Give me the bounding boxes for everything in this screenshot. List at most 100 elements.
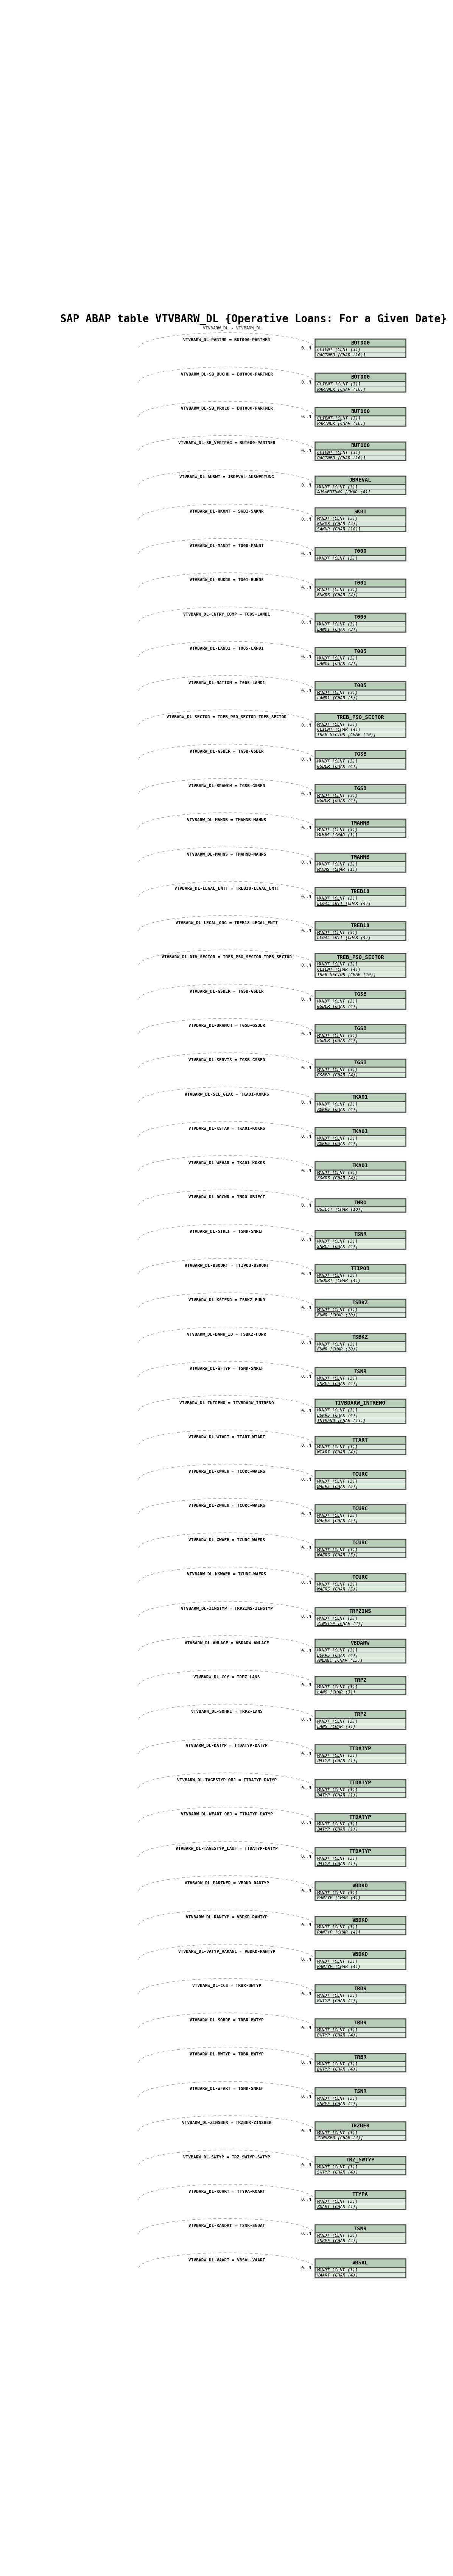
Bar <box>315 2053 405 2071</box>
Text: VTVBARW_DL-CNTRY_COMP = T005-LAND1: VTVBARW_DL-CNTRY_COMP = T005-LAND1 <box>183 613 270 616</box>
Bar <box>315 750 405 757</box>
Bar <box>315 1231 405 1249</box>
Text: LAND1 [CHAR (3)]: LAND1 [CHAR (3)] <box>317 662 358 665</box>
Text: MANDT [CLNT (3)]: MANDT [CLNT (3)] <box>317 930 358 935</box>
Text: TREB_PSO_SECTOR: TREB_PSO_SECTOR <box>337 956 384 961</box>
Text: TTDATYP: TTDATYP <box>349 1747 371 1752</box>
Bar <box>315 374 405 381</box>
Text: KOKRS [CHAR (4)]: KOKRS [CHAR (4)] <box>317 1175 358 1180</box>
Bar <box>315 1880 405 1891</box>
Text: MANDT [CLNT (3)]: MANDT [CLNT (3)] <box>317 1685 358 1690</box>
Text: 0..N: 0..N <box>301 1100 311 1105</box>
Text: DATYP [CHAR (1)]: DATYP [CHAR (1)] <box>317 1826 358 1832</box>
Bar <box>315 353 405 358</box>
Text: MANDT [CLNT (3)]: MANDT [CLNT (3)] <box>317 1239 358 1244</box>
Text: VTVBARW_DL-GSBER = TGSB-GSBER: VTVBARW_DL-GSBER = TGSB-GSBER <box>190 750 264 752</box>
Bar <box>315 1646 405 1651</box>
Bar <box>315 966 405 971</box>
Bar <box>315 1471 405 1489</box>
Text: 0..N: 0..N <box>301 587 311 590</box>
Text: VTVBARW_DL-LAND1 = T005-LAND1: VTVBARW_DL-LAND1 = T005-LAND1 <box>190 647 264 652</box>
Bar <box>315 2136 405 2141</box>
Bar <box>315 1517 405 1522</box>
Text: VTVBARW_DL-DOCNR = TNRO-OBJECT: VTVBARW_DL-DOCNR = TNRO-OBJECT <box>188 1195 265 1200</box>
Bar <box>315 1059 405 1066</box>
Bar <box>315 1072 405 1077</box>
Bar <box>315 1958 405 1963</box>
Bar <box>315 1723 405 1728</box>
Bar <box>315 1553 405 1558</box>
Text: VTVBARW_DL-WFART = TSNR-SNREF: VTVBARW_DL-WFART = TSNR-SNREF <box>190 2087 264 2092</box>
Bar <box>315 2169 405 2174</box>
Text: VTVBARW_DL-KKWAEH = TCURC-WAERS: VTVBARW_DL-KKWAEH = TCURC-WAERS <box>187 1571 266 1577</box>
Bar <box>315 1638 405 1664</box>
Text: TCURC: TCURC <box>352 1540 368 1546</box>
Bar <box>315 1685 405 1690</box>
Text: 0..N: 0..N <box>301 1958 311 1960</box>
Text: BUKRS [CHAR (4)]: BUKRS [CHAR (4)] <box>317 523 358 526</box>
Text: 0..N: 0..N <box>301 757 311 762</box>
Text: 0..N: 0..N <box>301 1409 311 1412</box>
Text: T005: T005 <box>354 683 366 688</box>
Bar <box>315 1244 405 1249</box>
Text: LAND1 [CHAR (3)]: LAND1 [CHAR (3)] <box>317 696 358 701</box>
Bar <box>315 526 405 531</box>
Text: MANDT [CLNT (3)]: MANDT [CLNT (3)] <box>317 556 358 559</box>
Text: DATYP [CHAR (1)]: DATYP [CHAR (1)] <box>317 1759 358 1762</box>
Text: 0..N: 0..N <box>301 1236 311 1242</box>
Bar <box>315 2164 405 2169</box>
Bar <box>315 2190 405 2197</box>
Text: VTVBARW_DL-PARTNER = VBDKD-RANTYP: VTVBARW_DL-PARTNER = VBDKD-RANTYP <box>184 1880 269 1886</box>
Text: VTVBARW_DL-LEGAL_ENTT = TREB18-LEGAL_ENTT: VTVBARW_DL-LEGAL_ENTT = TREB18-LEGAL_ENT… <box>174 886 279 891</box>
Text: LEGAL_ENTT [CHAR (4)]: LEGAL_ENTT [CHAR (4)] <box>317 935 371 940</box>
Bar <box>315 1690 405 1695</box>
Bar <box>315 1538 405 1558</box>
Text: TTDATYP: TTDATYP <box>349 1814 371 1819</box>
Bar <box>315 2226 405 2244</box>
Text: T005: T005 <box>354 649 366 654</box>
Text: MANDT [CLNT (3)]: MANDT [CLNT (3)] <box>317 1273 358 1278</box>
Text: 0..N: 0..N <box>301 1821 311 1824</box>
Text: SNREF [CHAR (4)]: SNREF [CHAR (4)] <box>317 2102 358 2105</box>
Text: 0..N: 0..N <box>301 1273 311 1275</box>
Text: TSNR: TSNR <box>354 1231 366 1236</box>
Text: VTVBARW_DL-RANTYP = VBDKD-RANTYP: VTVBARW_DL-RANTYP = VBDKD-RANTYP <box>186 1917 268 1919</box>
Text: MANDT [CLNT (3)]: MANDT [CLNT (3)] <box>317 721 358 726</box>
Bar <box>315 690 405 696</box>
Bar <box>315 2061 405 2066</box>
Text: 0..N: 0..N <box>301 2231 311 2236</box>
Bar <box>315 1504 405 1522</box>
Bar <box>315 2202 405 2210</box>
Bar <box>315 386 405 392</box>
Bar <box>315 456 405 461</box>
Text: SKB1: SKB1 <box>354 510 366 515</box>
Text: TGSB: TGSB <box>354 786 366 791</box>
Text: GSBER [CHAR (4)]: GSBER [CHAR (4)] <box>317 799 358 804</box>
Text: 0..N: 0..N <box>301 2094 311 2099</box>
Text: BWTYP [CHAR (4)]: BWTYP [CHAR (4)] <box>317 1999 358 2002</box>
Text: VTVBARW_DL-GSBER = TGSB-GSBER: VTVBARW_DL-GSBER = TGSB-GSBER <box>190 989 264 994</box>
Bar <box>315 1950 405 1958</box>
Text: T001: T001 <box>354 580 366 585</box>
Bar <box>315 1059 405 1077</box>
Text: 0..N: 0..N <box>301 860 311 866</box>
Text: MANDT [CLNT (3)]: MANDT [CLNT (3)] <box>317 518 358 520</box>
Bar <box>315 757 405 762</box>
Bar <box>315 1917 405 1935</box>
Text: ZINSBER [CHAR (4)]: ZINSBER [CHAR (4)] <box>317 2136 363 2141</box>
Text: MANDT [CLNT (3)]: MANDT [CLNT (3)] <box>317 793 358 796</box>
Bar <box>315 922 405 940</box>
Bar <box>315 683 405 701</box>
Bar <box>315 886 405 907</box>
Bar <box>315 1512 405 1517</box>
Bar <box>315 714 405 737</box>
Bar <box>315 1265 405 1273</box>
Text: 0..N: 0..N <box>301 518 311 520</box>
Bar <box>315 1891 405 1896</box>
Text: TRZ_SWTYP: TRZ_SWTYP <box>346 2159 375 2164</box>
Bar <box>315 1651 405 1659</box>
Text: TCURC: TCURC <box>352 1574 368 1579</box>
Text: MANDT [CLNT (3)]: MANDT [CLNT (3)] <box>317 2267 358 2272</box>
Bar <box>315 507 405 515</box>
Text: VTVBARW_DL-MANDT = T000-MANDT: VTVBARW_DL-MANDT = T000-MANDT <box>190 544 264 549</box>
